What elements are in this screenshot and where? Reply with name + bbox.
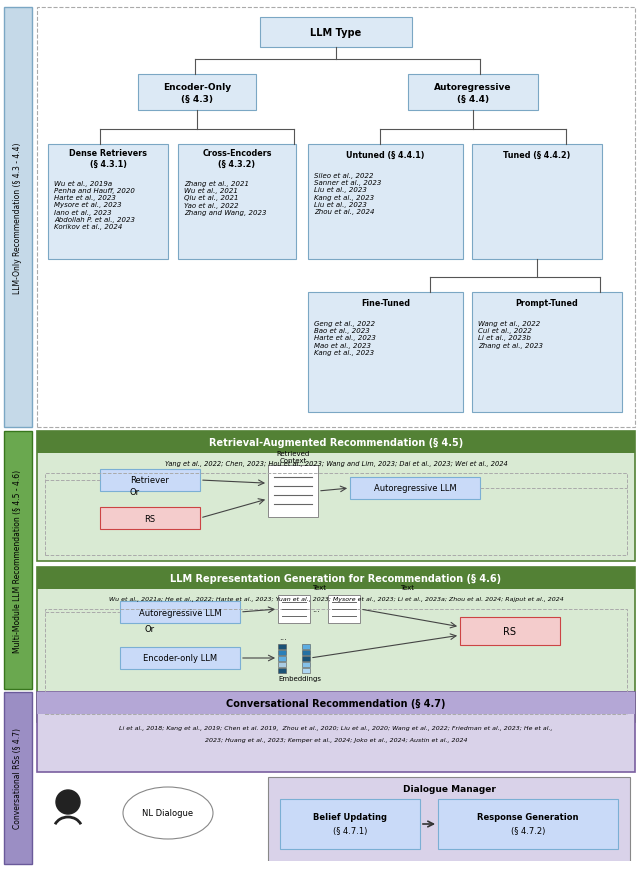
Bar — [45, 609, 627, 714]
Bar — [278, 656, 286, 661]
Text: (§ 4.3): (§ 4.3) — [181, 95, 213, 103]
Bar — [308, 293, 463, 413]
Ellipse shape — [123, 787, 213, 839]
Text: Conversational Recommendation (§ 4.7): Conversational Recommendation (§ 4.7) — [227, 698, 445, 708]
Bar — [308, 145, 463, 260]
Bar — [120, 601, 240, 623]
Circle shape — [56, 790, 80, 814]
Bar — [328, 595, 360, 623]
Bar — [48, 145, 168, 260]
Bar — [4, 8, 32, 428]
Text: Geng et al., 2022
Bao et al., 2023
Harte et al., 2023
Mao et al., 2023
Kang et a: Geng et al., 2022 Bao et al., 2023 Harte… — [314, 321, 376, 355]
Bar — [37, 432, 635, 561]
Text: Text: Text — [400, 584, 414, 590]
Text: Yang et al., 2022; Chen, 2023; Hou et al., 2023; Wang and Lim, 2023; Dai et al.,: Yang et al., 2022; Chen, 2023; Hou et al… — [164, 461, 508, 467]
Text: (§ 4.3.1): (§ 4.3.1) — [90, 159, 127, 169]
Text: Cross-Encoders: Cross-Encoders — [202, 149, 272, 158]
Text: Dense Retrievers: Dense Retrievers — [69, 149, 147, 158]
Text: LLM Representation Generation for Recommendation (§ 4.6): LLM Representation Generation for Recomm… — [170, 574, 502, 583]
Text: Text: Text — [312, 584, 326, 590]
Text: Belief Updating: Belief Updating — [313, 813, 387, 821]
Bar — [302, 644, 310, 649]
Text: Sileo et al., 2022
Sanner et al., 2023
Liu et al., 2023
Kang et al., 2023
Liu et: Sileo et al., 2022 Sanner et al., 2023 L… — [314, 173, 381, 215]
Bar — [460, 617, 560, 646]
Text: RS: RS — [504, 627, 516, 636]
Text: Or: Or — [130, 488, 140, 497]
Bar — [37, 432, 635, 454]
Bar — [278, 650, 286, 655]
Bar — [278, 644, 286, 649]
Text: Fine-Tuned: Fine-Tuned — [361, 298, 410, 307]
Bar — [268, 466, 318, 517]
Text: 2023; Huang et al., 2023; Kemper et al., 2024; Joko et al., 2024; Austin et al.,: 2023; Huang et al., 2023; Kemper et al.,… — [205, 738, 467, 743]
Text: Wang et al., 2022
Cui et al., 2022
Li et al., 2023b
Zhang et al., 2023: Wang et al., 2022 Cui et al., 2022 Li et… — [478, 321, 543, 348]
Bar — [100, 507, 200, 529]
Text: LLM-Only Recommendation (§ 4.3 - 4.4): LLM-Only Recommendation (§ 4.3 - 4.4) — [13, 143, 22, 294]
Text: Wu et al., 2019a
Penha and Hauff, 2020
Harte et al., 2023
Mysore et al., 2023
Ia: Wu et al., 2019a Penha and Hauff, 2020 H… — [54, 181, 135, 229]
Text: Autoregressive LLM: Autoregressive LLM — [139, 607, 221, 617]
Bar — [278, 595, 310, 623]
Bar — [0, 861, 640, 869]
Text: ...: ... — [312, 605, 320, 614]
Text: Multi-Module LLM Recommendation (§ 4.5 - 4.6): Multi-Module LLM Recommendation (§ 4.5 -… — [13, 469, 22, 652]
Text: Or: Or — [145, 625, 155, 634]
Text: Encoder-Only: Encoder-Only — [163, 83, 231, 91]
Bar — [278, 668, 286, 673]
Text: (§ 4.3.2): (§ 4.3.2) — [218, 159, 255, 169]
Text: Tuned (§ 4.4.2): Tuned (§ 4.4.2) — [503, 150, 571, 159]
Text: Zhang et al., 2021
Wu et al., 2021
Qiu et al., 2021
Yao et al., 2022
Zhang and W: Zhang et al., 2021 Wu et al., 2021 Qiu e… — [184, 181, 266, 216]
Text: Response Generation: Response Generation — [477, 813, 579, 821]
Bar — [4, 432, 32, 689]
Bar — [472, 145, 602, 260]
Bar — [45, 474, 627, 555]
Bar — [138, 75, 256, 111]
Bar — [438, 799, 618, 849]
Text: (§ 4.7.1): (§ 4.7.1) — [333, 826, 367, 835]
Text: Li et al., 2018; Kang et al., 2019; Chen et al. 2019,  Zhou et al., 2020; Liu et: Li et al., 2018; Kang et al., 2019; Chen… — [119, 726, 553, 731]
Bar — [4, 693, 32, 864]
Bar — [37, 8, 635, 428]
Bar — [0, 0, 640, 8]
Bar — [37, 567, 635, 722]
Text: (§ 4.4): (§ 4.4) — [457, 95, 489, 103]
Text: Untuned (§ 4.4.1): Untuned (§ 4.4.1) — [346, 150, 425, 159]
Bar — [472, 293, 622, 413]
Text: Wu et al., 2021a; He et al., 2022; Harte et al., 2023; Yuan et al., 2023; Mysore: Wu et al., 2021a; He et al., 2022; Harte… — [109, 597, 563, 602]
Text: Autoregressive LLM: Autoregressive LLM — [374, 484, 456, 493]
Text: RS: RS — [145, 514, 156, 523]
Bar — [260, 18, 412, 48]
Text: LLM Type: LLM Type — [310, 28, 362, 38]
Text: Encoder-only LLM: Encoder-only LLM — [143, 653, 217, 663]
Text: Conversational RSs (§ 4.7): Conversational RSs (§ 4.7) — [13, 727, 22, 828]
Bar — [268, 777, 630, 862]
Text: Prompt-Tuned: Prompt-Tuned — [516, 298, 579, 307]
Text: Embeddings: Embeddings — [278, 675, 321, 681]
Bar — [302, 650, 310, 655]
Bar — [37, 693, 635, 714]
Text: NL Dialogue: NL Dialogue — [143, 808, 193, 818]
Text: (§ 4.7.2): (§ 4.7.2) — [511, 826, 545, 835]
Bar — [280, 799, 420, 849]
Bar — [37, 567, 635, 589]
Text: Autoregressive: Autoregressive — [435, 83, 512, 91]
Text: Retrieval-Augmented Recommendation (§ 4.5): Retrieval-Augmented Recommendation (§ 4.… — [209, 437, 463, 448]
Bar — [302, 668, 310, 673]
Bar — [302, 656, 310, 661]
Bar — [302, 662, 310, 667]
Text: ...: ... — [279, 633, 287, 642]
Bar — [350, 477, 480, 500]
Bar — [37, 693, 635, 773]
Bar — [278, 662, 286, 667]
Text: Retrieved
Context: Retrieved Context — [276, 451, 310, 464]
Text: Retriever: Retriever — [131, 476, 170, 485]
Bar — [120, 647, 240, 669]
Bar — [408, 75, 538, 111]
Bar — [178, 145, 296, 260]
Text: Dialogue Manager: Dialogue Manager — [403, 785, 495, 793]
Bar — [100, 469, 200, 492]
